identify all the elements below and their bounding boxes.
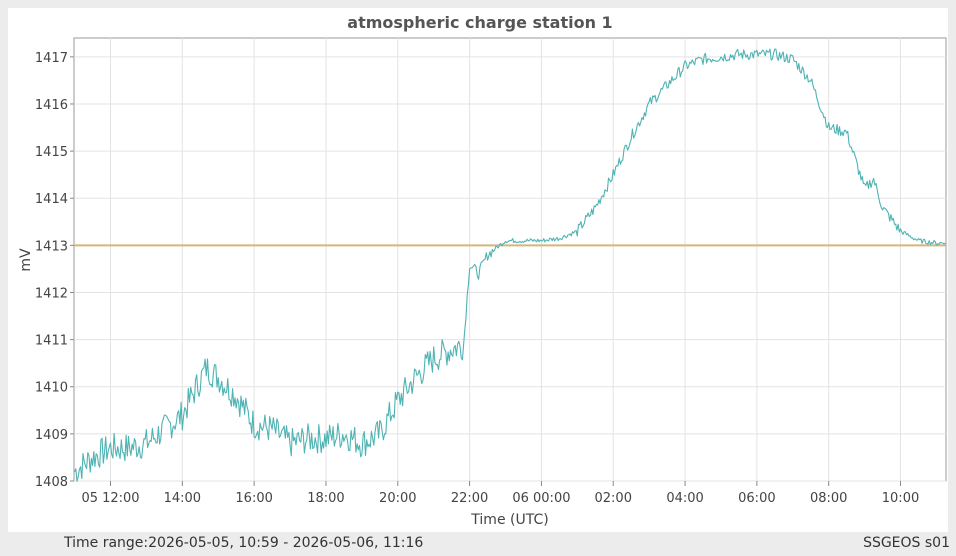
x-tick-label: 20:00 [379, 491, 416, 506]
y-tick-label: 1414 [35, 192, 68, 207]
x-tick-label: 06 00:00 [512, 491, 570, 506]
y-tick-label: 1410 [35, 381, 68, 396]
chart-panel: atmospheric charge station 1 1408 1409 141… [8, 8, 948, 532]
x-tick-label: 04:00 [666, 491, 703, 506]
time-range-text: Time range:2026-05-05, 10:59 - 2026-05-0… [64, 535, 424, 551]
axis-layer: 1408 1409 1410 1411 1412 1413 1414 1415 1416 1417… [35, 51, 919, 506]
x-tick-label: 18:00 [307, 491, 344, 506]
x-tick-label: 16:00 [235, 491, 272, 506]
series-line [74, 48, 946, 482]
station-label: SSGEOS s01 [863, 535, 950, 551]
y-tick-label: 1416 [35, 98, 68, 113]
x-tick-label: 14:00 [164, 491, 201, 506]
y-axis-label: mV [18, 248, 34, 272]
x-tick-label: 08:00 [810, 491, 847, 506]
y-tick-label: 1411 [35, 334, 68, 349]
plot-area [73, 37, 947, 482]
x-tick-label: 10:00 [882, 491, 919, 506]
line-chart: atmospheric charge station 1 1408 1409 141… [18, 13, 947, 528]
chart-title: atmospheric charge station 1 [347, 13, 612, 32]
x-axis-label: Time (UTC) [470, 512, 548, 528]
x-tick-label: 02:00 [595, 491, 632, 506]
y-tick-label: 1413 [35, 239, 68, 254]
x-tick-label: 06:00 [738, 491, 775, 506]
y-tick-label: 1412 [35, 286, 68, 301]
x-tick-label: 22:00 [451, 491, 488, 506]
y-tick-label: 1415 [35, 145, 68, 160]
y-tick-label: 1417 [35, 51, 68, 66]
x-tick-label: 05 12:00 [81, 491, 139, 506]
y-tick-label: 1408 [35, 475, 68, 490]
series-layer [74, 48, 946, 482]
y-tick-label: 1409 [35, 428, 68, 443]
